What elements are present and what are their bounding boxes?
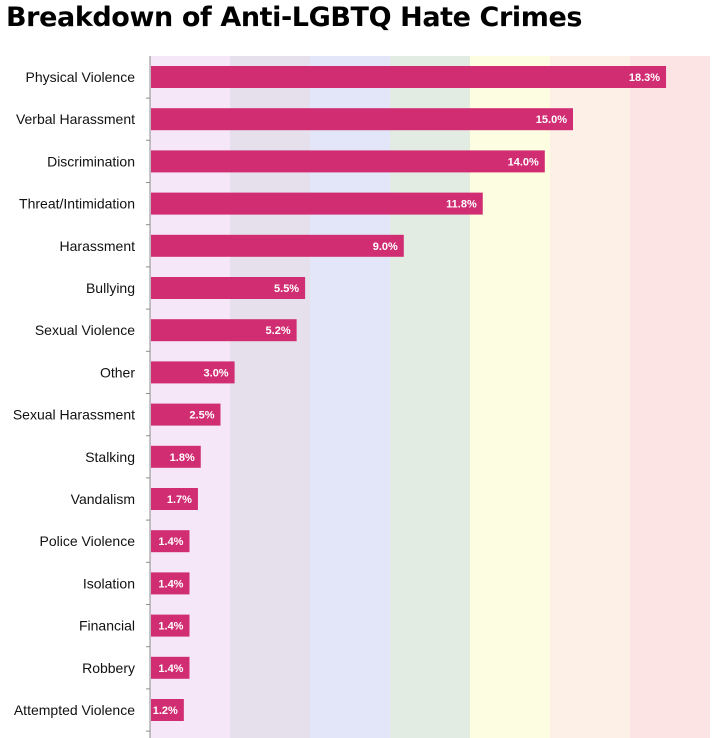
bar [151,150,545,173]
category-label: Vandalism [71,491,135,507]
data-label: 1.4% [158,536,183,548]
bar [151,656,190,679]
data-label: 9.0% [373,241,398,253]
bar [151,192,483,215]
bar [151,614,190,637]
data-label: 3.0% [204,367,229,379]
category-label: Harassment [60,238,136,254]
category-label: Police Violence [40,533,136,549]
category-label: Physical Violence [26,69,136,85]
category-label: Threat/Intimidation [19,196,135,212]
data-label: 11.8% [446,199,477,211]
data-label: 1.2% [153,705,178,717]
category-label: Sexual Harassment [13,407,135,423]
bar [151,66,667,88]
data-label: 14.0% [508,156,539,168]
bar [151,572,190,595]
bar [151,234,404,257]
bar [151,488,198,510]
category-label: Bullying [86,280,135,296]
category-label: Isolation [83,575,135,591]
data-label: 1.4% [158,621,183,633]
category-label: Financial [79,618,135,634]
data-label: 1.7% [167,494,192,506]
bar [151,361,235,384]
category-label: Sexual Violence [35,322,135,338]
data-label: 5.5% [274,283,299,295]
bar [151,699,184,721]
category-label: Attempted Violence [14,702,135,718]
bar [151,403,221,426]
data-label: 18.3% [629,72,660,84]
data-label: 1.4% [158,663,183,675]
category-label: Stalking [85,449,135,465]
category-label: Other [100,364,135,380]
chart-title: Breakdown of Anti-LGBTQ Hate Crimes [6,2,583,33]
data-label: 1.4% [158,578,183,590]
data-label: 1.8% [170,452,195,464]
background-band [630,56,710,738]
bar [151,445,201,468]
category-label: Robbery [82,660,135,676]
background-band [550,56,630,738]
bar [151,108,573,131]
bar [151,319,297,342]
data-label: 2.5% [189,410,214,422]
data-label: 15.0% [536,114,567,126]
bar [151,277,306,299]
category-label: Discrimination [47,153,135,169]
data-label: 5.2% [266,325,291,337]
category-label: Verbal Harassment [16,111,135,127]
bar [151,530,190,553]
